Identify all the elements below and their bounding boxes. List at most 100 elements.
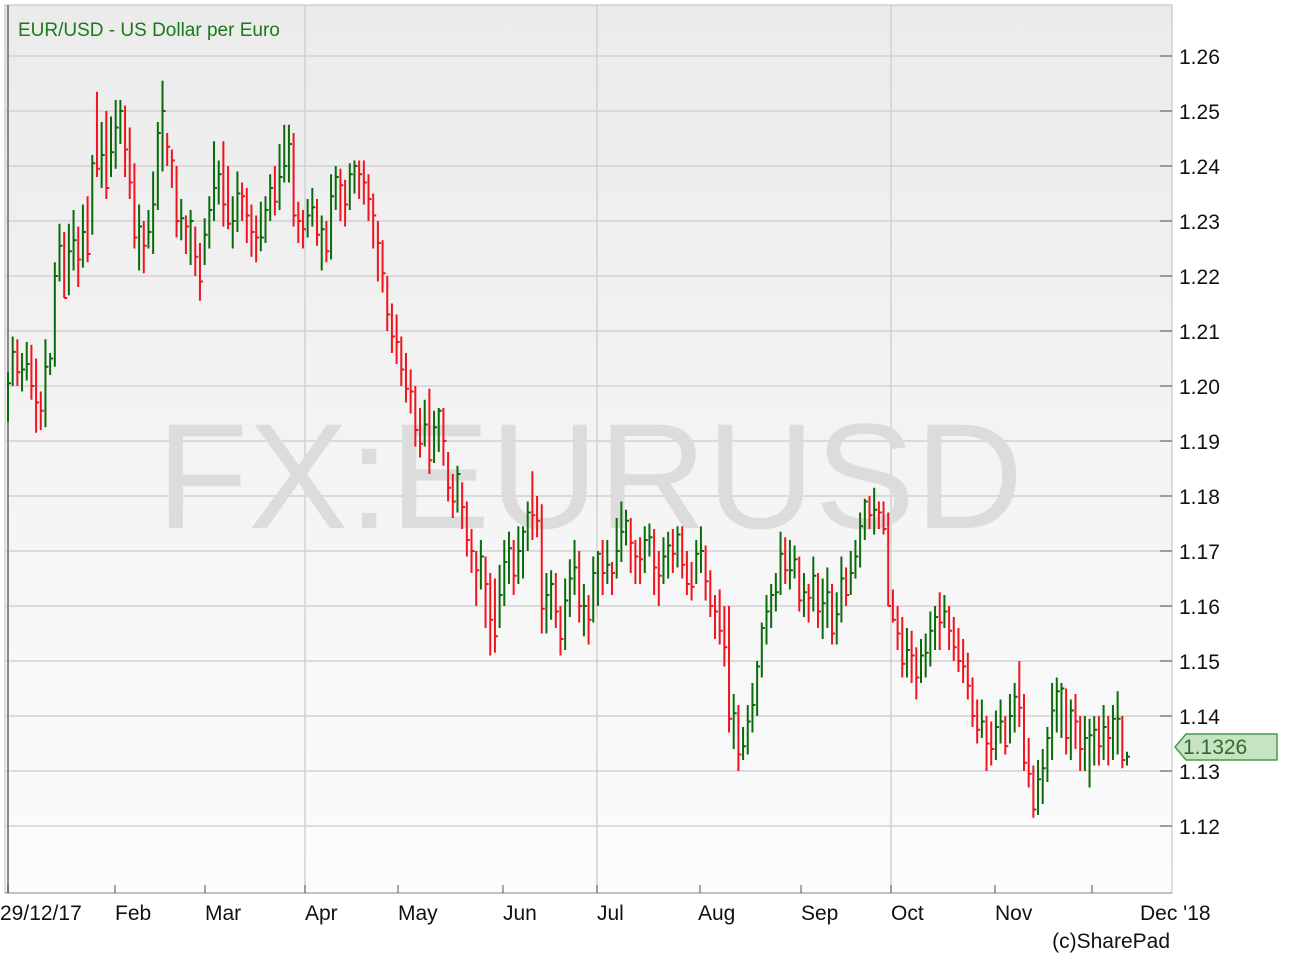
ohlc-bar — [348, 163, 353, 210]
ohlc-bar — [1079, 716, 1084, 771]
ohlc-bar — [16, 339, 21, 386]
ohlc-bar — [615, 518, 620, 579]
y-tick-label: 1.22 — [1179, 266, 1220, 289]
ohlc-bar — [255, 215, 260, 263]
ohlc-bar — [330, 174, 335, 260]
ohlc-bar — [437, 408, 442, 452]
ohlc-bar — [728, 606, 733, 733]
ohlc-bar — [86, 196, 91, 263]
ohlc-bar — [877, 501, 882, 529]
ohlc-bar — [367, 174, 372, 221]
ohlc-bar — [1126, 751, 1130, 766]
ohlc-bar — [208, 196, 213, 249]
ohlc-bar — [966, 652, 971, 700]
ohlc-bar — [77, 226, 82, 287]
ohlc-bar — [559, 606, 564, 656]
ohlc-bar — [685, 551, 690, 595]
ohlc-bar — [896, 606, 901, 650]
ohlc-bar — [994, 710, 999, 760]
ohlc-bar — [236, 171, 241, 232]
ohlc-bar — [882, 501, 887, 535]
ohlc-bar — [72, 210, 77, 271]
ohlc-bar — [451, 474, 456, 518]
y-tick-label: 1.13 — [1179, 761, 1220, 784]
ohlc-bar — [203, 218, 208, 265]
ohlc-bar — [316, 199, 321, 246]
ohlc-bar — [44, 339, 49, 428]
ohlc-bar — [259, 201, 264, 252]
ohlc-bar — [1111, 705, 1116, 760]
ohlc-bar — [873, 487, 878, 535]
credit-label: (c)SharePad — [1052, 930, 1170, 953]
ohlc-bar — [718, 589, 723, 645]
ohlc-bar — [184, 215, 189, 254]
ohlc-bar — [1083, 716, 1088, 771]
y-tick-label: 1.25 — [1179, 101, 1220, 124]
ohlc-bar — [1093, 716, 1098, 766]
ohlc-bar — [95, 91, 100, 177]
ohlc-bar — [264, 196, 269, 243]
ohlc-bar — [198, 243, 203, 301]
ohlc-bar — [653, 529, 658, 595]
price-tag-shape — [1174, 733, 1278, 761]
ohlc-bar — [67, 223, 72, 296]
ohlc-bar — [1107, 716, 1112, 766]
ohlc-bar — [573, 540, 578, 595]
ohlc-bar — [30, 344, 35, 400]
ohlc-bar — [39, 391, 44, 430]
y-tick-label: 1.19 — [1179, 431, 1220, 454]
ohlc-bars — [7, 80, 1130, 818]
ohlc-bar — [765, 595, 770, 645]
ohlc-bar — [1004, 716, 1009, 755]
ohlc-bar — [147, 210, 152, 249]
ohlc-bar — [53, 262, 58, 367]
ohlc-bar — [161, 80, 166, 172]
ohlc-bar — [1102, 705, 1107, 760]
ohlc-bar — [142, 221, 147, 274]
ohlc-bar — [269, 174, 274, 221]
ohlc-bar — [297, 201, 302, 243]
ohlc-bar — [934, 606, 939, 650]
ohlc-bar — [287, 124, 292, 183]
x-tick-label: 29/12/17 — [0, 902, 82, 925]
ohlc-bar — [924, 633, 929, 678]
ohlc-bar — [835, 592, 840, 645]
ohlc-bar — [213, 141, 218, 221]
y-tick-label: 1.16 — [1179, 596, 1220, 619]
ohlc-bar — [713, 595, 718, 639]
ohlc-bar — [517, 526, 522, 584]
ohlc-bar — [620, 501, 625, 562]
ohlc-bar — [433, 410, 438, 463]
ohlc-bar — [639, 537, 644, 584]
ohlc-bar — [522, 526, 527, 579]
ohlc-bar — [849, 551, 854, 595]
ohlc-bar — [695, 540, 700, 584]
y-tick-label: 1.24 — [1179, 156, 1220, 179]
x-tick-label: Jul — [597, 902, 624, 925]
ohlc-bar — [231, 196, 236, 249]
ohlc-bar — [1088, 718, 1093, 788]
ohlc-bar — [58, 223, 63, 282]
ohlc-bar — [545, 573, 550, 634]
ohlc-bar — [119, 100, 124, 144]
plot-background — [4, 4, 1173, 894]
ohlc-bar — [325, 221, 330, 263]
ohlc-bar — [217, 160, 222, 205]
ohlc-bar — [625, 509, 630, 546]
ohlc-bar — [1046, 727, 1051, 782]
ohlc-bar — [507, 531, 512, 584]
gridlines — [5, 5, 1172, 893]
ohlc-bar — [554, 573, 559, 628]
x-tick-label: Feb — [115, 902, 151, 925]
ohlc-bar — [91, 155, 96, 235]
ohlc-bar — [306, 199, 311, 238]
ohlc-bar — [395, 314, 400, 364]
y-tick-label: 1.23 — [1179, 211, 1220, 234]
ohlc-bar — [63, 232, 68, 299]
ohlc-bar — [245, 188, 250, 243]
ohlc-bar — [812, 556, 817, 612]
ohlc-bar — [1065, 688, 1070, 755]
ohlc-bar — [100, 122, 105, 188]
ohlc-bar — [128, 127, 133, 199]
